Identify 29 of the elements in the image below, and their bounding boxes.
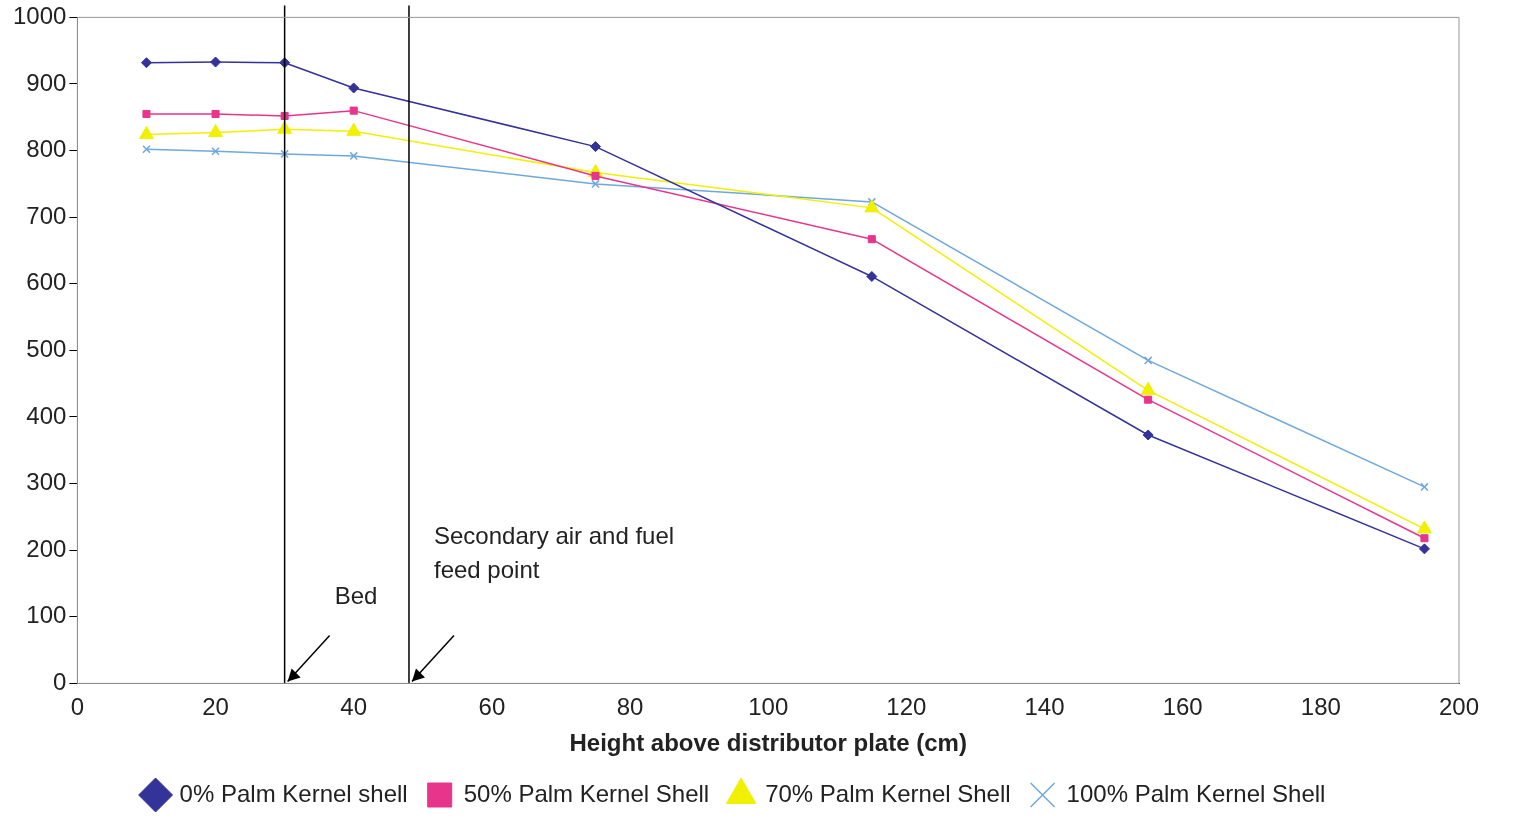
legend-label: 70% Palm Kernel Shell	[765, 779, 1011, 807]
ref-line-label: Secondary air and fuel feed point	[433, 522, 675, 584]
legend-label: 100% Palm Kernel Shell	[1066, 779, 1326, 807]
x-tick-label: 20	[202, 693, 229, 721]
x-tick-label: 140	[1024, 693, 1065, 721]
x-tick-label: 40	[340, 693, 368, 721]
y-tick-label: 600	[26, 268, 67, 296]
y-tick-label: 800	[26, 135, 67, 163]
x-tick-label: 60	[478, 693, 506, 721]
legend-label: 50% Palm Kernel Shell	[463, 779, 710, 807]
y-tick-label: 500	[26, 335, 67, 363]
y-tick-label: 200	[26, 534, 67, 562]
y-tick-label: 100	[26, 601, 67, 629]
x-tick-label: 0	[70, 693, 85, 721]
y-tick-label: 400	[26, 401, 67, 429]
x-tick-label: 80	[616, 693, 644, 721]
x-axis-title: Height above distributor plate (cm)	[569, 729, 967, 757]
x-tick-label: 120	[886, 693, 927, 721]
y-tick-label: 0	[53, 668, 67, 696]
x-tick-label: 160	[1162, 693, 1203, 721]
y-tick-label: 1000	[13, 2, 67, 30]
legend-label: 0% Palm Kernel shell	[179, 779, 408, 807]
x-tick-label: 180	[1300, 693, 1341, 721]
y-tick-label: 700	[26, 201, 67, 229]
x-tick-label: 200	[1438, 693, 1480, 721]
y-tick-label: 300	[26, 468, 67, 496]
x-tick-label: 100	[748, 693, 789, 721]
y-tick-label: 900	[26, 68, 67, 96]
ref-line-label: Bed	[334, 582, 378, 610]
